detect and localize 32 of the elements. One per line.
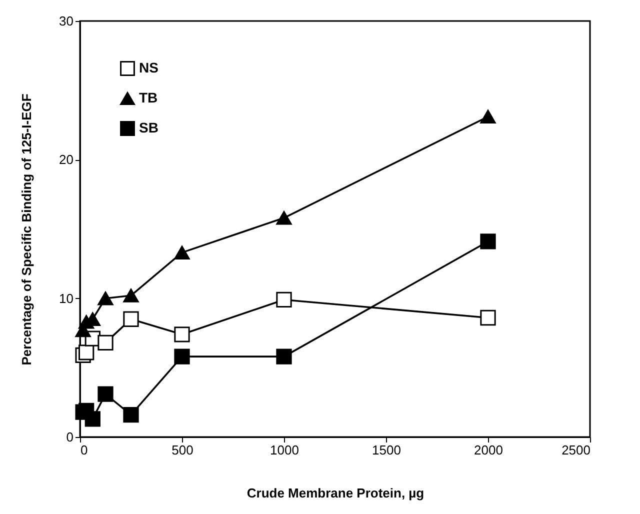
point <box>123 288 139 302</box>
point <box>174 246 190 260</box>
y-tick-label: 20 <box>59 152 74 168</box>
x-tick-label: 0 <box>80 442 88 458</box>
point <box>174 348 190 364</box>
x-tick-label: 500 <box>172 442 194 458</box>
y-tick-label: 0 <box>66 430 74 444</box>
point <box>78 344 94 360</box>
legend-label: NS <box>139 60 158 76</box>
x-tick-label: 1500 <box>372 442 401 458</box>
point <box>480 234 496 250</box>
point <box>98 334 114 351</box>
point <box>174 326 190 342</box>
x-tick-label: 2000 <box>474 442 503 458</box>
point <box>276 292 292 308</box>
x-tick-label: 2500 <box>562 442 590 458</box>
point <box>480 110 496 124</box>
x-axis-title: Crude Membrane Protein, µg <box>246 486 424 500</box>
point <box>480 310 496 326</box>
y-axis-title: Percentage of Specific Binding of 125-I-EGF <box>19 94 34 366</box>
point <box>98 386 114 402</box>
point <box>276 348 292 364</box>
point <box>84 411 100 427</box>
point <box>98 291 114 306</box>
point <box>123 406 139 423</box>
point <box>276 211 292 225</box>
point <box>123 311 139 327</box>
x-tick-label: 1000 <box>270 442 299 458</box>
y-tick-label: 30 <box>59 14 74 28</box>
legend-label: TB <box>139 90 158 106</box>
y-tick-label: 10 <box>59 290 74 306</box>
legend-label: SB <box>139 120 158 136</box>
